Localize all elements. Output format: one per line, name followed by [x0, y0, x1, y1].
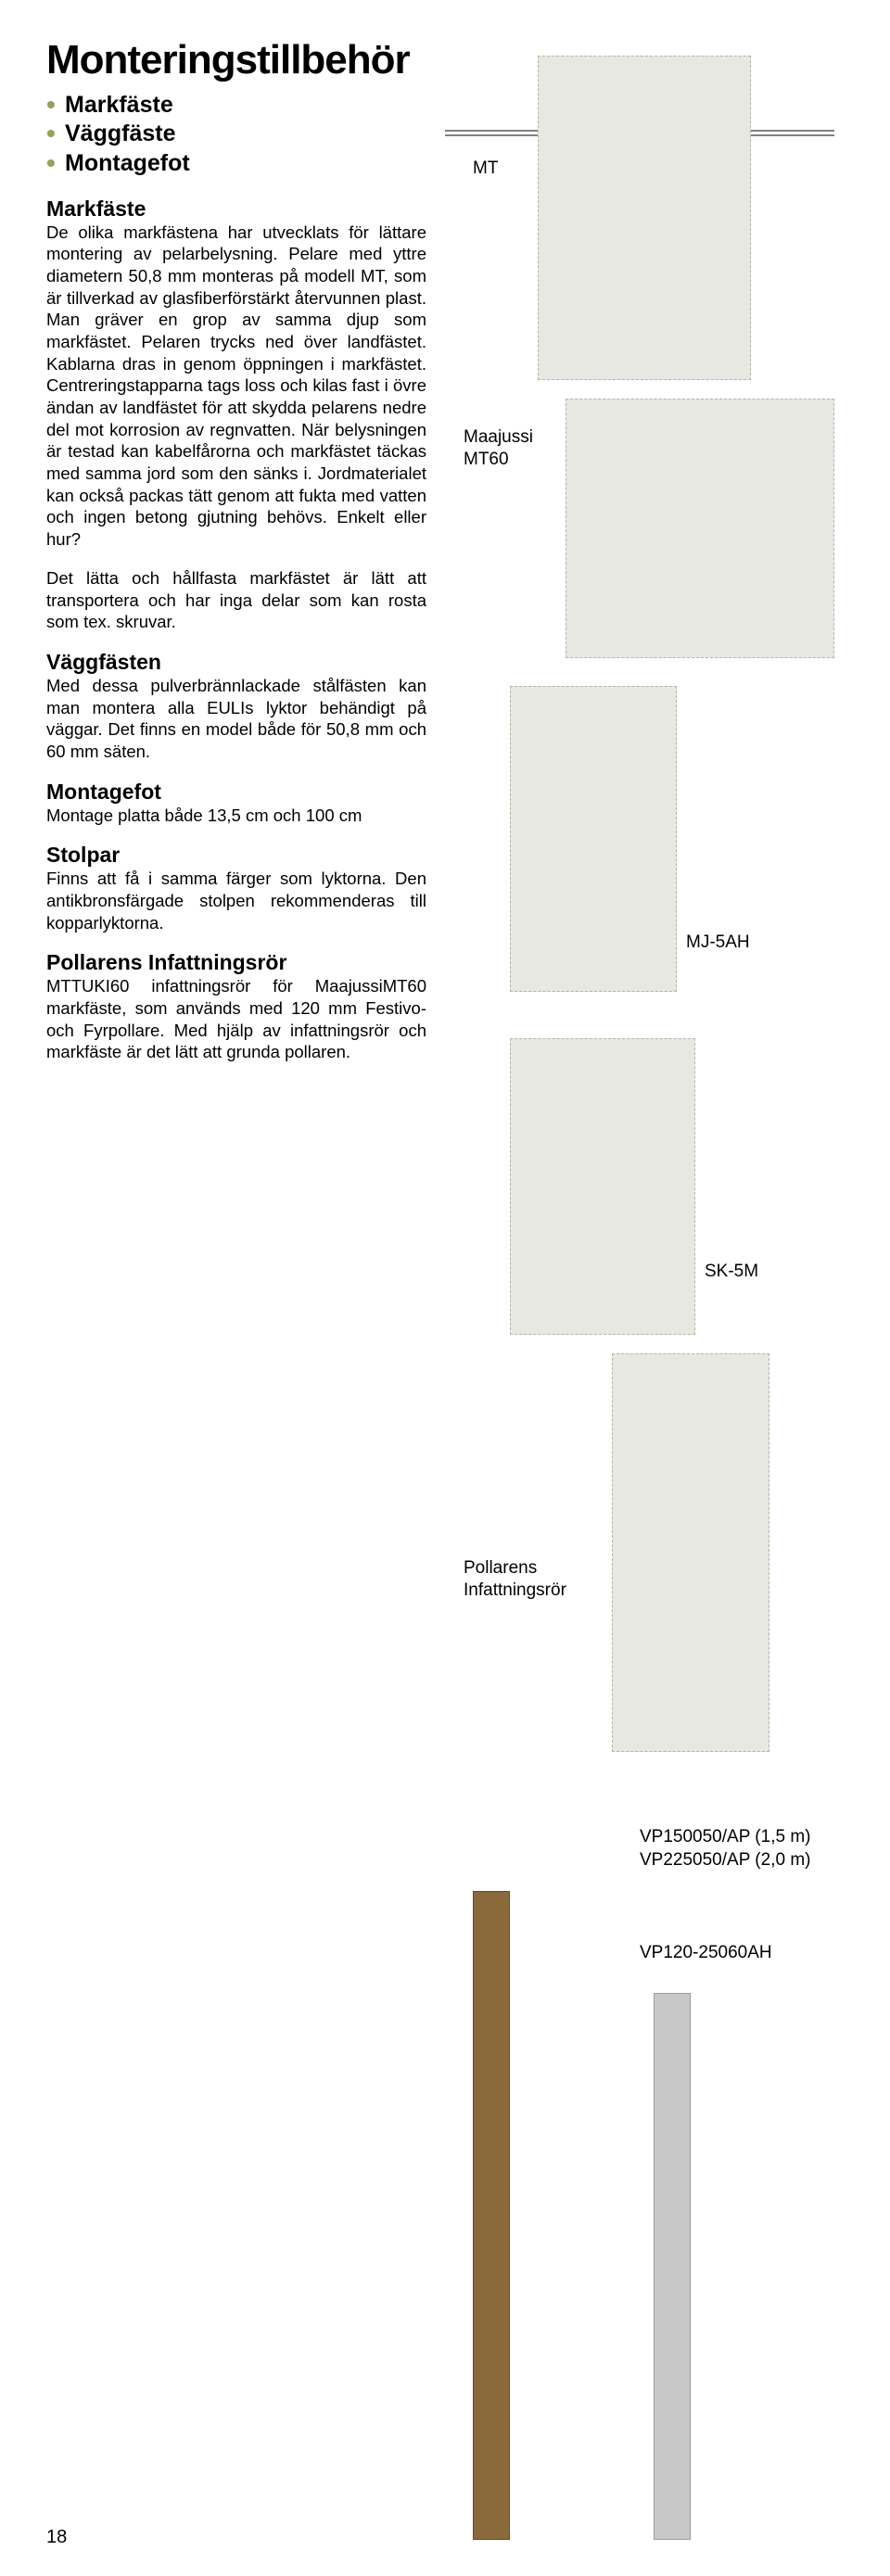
- section-heading: Väggfästen: [46, 650, 161, 674]
- section-body: Montage platta både 13,5 cm och 100 cm: [46, 805, 426, 827]
- section-heading: Montagefot: [46, 780, 161, 804]
- section-latt: Det lätta och hållfasta markfästet är lä…: [46, 567, 426, 633]
- section-pollarens: Pollarens Infattningsrör MTTUKI60 infatt…: [46, 950, 426, 1063]
- label-line: MT60: [464, 450, 509, 469]
- label-vp2: VP225050/AP (2,0 m): [640, 1849, 810, 1872]
- section-markfaste: Markfäste De olika markfästena har utvec…: [46, 197, 426, 551]
- label-line: Maajussi: [464, 427, 533, 447]
- section-heading: Markfäste: [46, 197, 146, 221]
- section-body: Det lätta och hållfasta markfästet är lä…: [46, 567, 426, 633]
- left-column: Monteringstillbehör Markfäste Väggfäste …: [46, 37, 426, 1080]
- product-image-pollarens: [612, 1353, 769, 1752]
- label-mt: MT: [473, 158, 498, 180]
- section-heading: Pollarens Infattningsrör: [46, 950, 286, 974]
- bullet-list: Markfäste Väggfäste Montagefot: [46, 91, 426, 178]
- page-number: 18: [46, 2527, 67, 2548]
- product-image-sk5m: [510, 1038, 695, 1335]
- bullet-item: Montagefot: [46, 149, 426, 178]
- label-pollarens: Pollarens Infattningsrör: [464, 1557, 566, 1602]
- label-vp3: VP120-25060AH: [640, 1942, 772, 1964]
- page-title: Monteringstillbehör: [46, 37, 426, 83]
- label-sk5m: SK-5M: [705, 1261, 758, 1283]
- section-heading: Stolpar: [46, 843, 120, 867]
- label-vp1: VP150050/AP (1,5 m): [640, 1826, 810, 1848]
- product-image-mt: [538, 56, 751, 380]
- bullet-item: Väggfäste: [46, 120, 426, 148]
- section-montagefot: Montagefot Montage platta både 13,5 cm o…: [46, 780, 426, 827]
- product-image-mj5ah: [510, 686, 677, 992]
- label-maajussi: Maajussi MT60: [464, 426, 533, 471]
- product-image-pole-bronze: [473, 1891, 510, 2540]
- section-body: MTTUKI60 infattningsrör för MaajussiMT60…: [46, 975, 426, 1063]
- bullet-item: Markfäste: [46, 91, 426, 120]
- section-vaggfasten: Väggfästen Med dessa pulverbrännlackade …: [46, 650, 426, 763]
- section-body: Med dessa pulverbrännlackade stålfästen …: [46, 675, 426, 763]
- section-body: De olika markfästena har utvecklats för …: [46, 222, 426, 551]
- page-root: Monteringstillbehör Markfäste Väggfäste …: [0, 0, 890, 1117]
- section-stolpar: Stolpar Finns att få i samma färger som …: [46, 843, 426, 933]
- right-column: MT Maajussi MT60 MJ-5AH SK-5M Pollarens …: [445, 37, 844, 1080]
- product-image-pole-grey: [654, 1993, 691, 2540]
- label-line: Infattningsrör: [464, 1580, 566, 1600]
- section-body: Finns att få i samma färger som lyktorna…: [46, 868, 426, 933]
- product-image-maajussi: [566, 399, 834, 658]
- label-line: Pollarens: [464, 1558, 537, 1578]
- label-mj5ah: MJ-5AH: [686, 932, 750, 954]
